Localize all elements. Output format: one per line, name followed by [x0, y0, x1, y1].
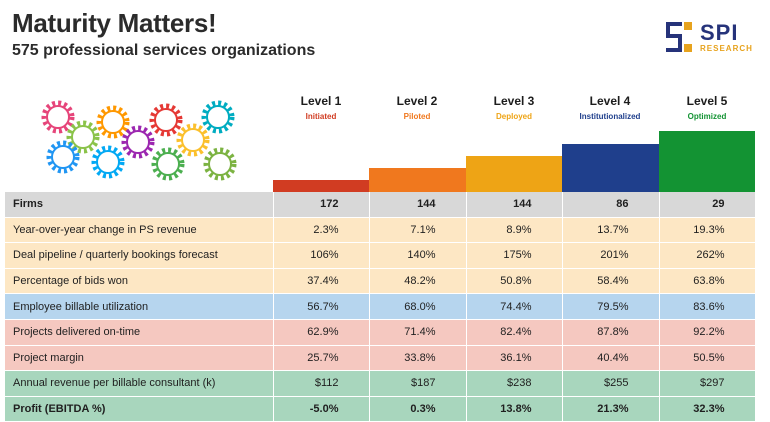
table-row-deal-pipeline: Deal pipeline / quarterly bookings forec…: [5, 242, 756, 269]
cell-level-3: 74.4%: [466, 293, 563, 320]
cell-level-2: 71.4%: [369, 319, 467, 346]
maturity-table: Firms 172 144 144 86 29 Year-over-year c…: [5, 192, 756, 422]
cell-level-1: 62.9%: [273, 319, 370, 346]
level-2-sub: Piloted: [403, 112, 431, 121]
cell-level-4: 13.7%: [562, 217, 660, 244]
cell-level-2: 140%: [369, 242, 467, 269]
cell-level-2: 33.8%: [369, 345, 467, 372]
table-row-utilization: Employee billable utilization 56.7% 68.0…: [5, 293, 756, 320]
cell-level-3: $238: [466, 370, 563, 397]
cell-level-5: 29: [659, 192, 756, 218]
level-5-name: Level 5: [686, 94, 728, 108]
cell-level-4: 40.4%: [562, 345, 660, 372]
cell-level-1: 172: [273, 192, 370, 218]
row-label: Projects delivered on-time: [5, 319, 274, 346]
table-row-revenue-per-consultant: Annual revenue per billable consultant (…: [5, 370, 756, 397]
row-label: Profit (EBITDA %): [5, 396, 274, 422]
cell-level-2: 0.3%: [369, 396, 467, 422]
cell-level-5: 92.2%: [659, 319, 756, 346]
cell-level-3: 50.8%: [466, 268, 563, 295]
level-3-step: [466, 156, 562, 192]
table-row-on-time: Projects delivered on-time 62.9% 71.4% 8…: [5, 319, 756, 346]
cell-level-4: 79.5%: [562, 293, 660, 320]
cell-level-2: 68.0%: [369, 293, 467, 320]
table-row-bids-won: Percentage of bids won 37.4% 48.2% 50.8%…: [5, 268, 756, 295]
cell-level-5: 50.5%: [659, 345, 756, 372]
level-5-header: Level 5 Optimized: [659, 94, 755, 121]
cell-level-3: 82.4%: [466, 319, 563, 346]
level-3-header: Level 3 Deployed: [466, 94, 562, 121]
cell-level-3: 8.9%: [466, 217, 563, 244]
row-label: Percentage of bids won: [5, 268, 274, 295]
cell-level-2: 7.1%: [369, 217, 467, 244]
cell-level-5: 83.6%: [659, 293, 756, 320]
table-row-firms: Firms 172 144 144 86 29: [5, 192, 756, 218]
cell-level-4: 86: [562, 192, 660, 218]
level-4-header: Level 4 Institutionalized: [562, 94, 658, 121]
cell-level-4: 201%: [562, 242, 660, 269]
level-4-step: [562, 144, 659, 192]
level-2-name: Level 2: [396, 94, 438, 108]
cell-level-3: 13.8%: [466, 396, 563, 422]
level-1-step: [273, 180, 369, 192]
level-1-name: Level 1: [300, 94, 342, 108]
table-row-project-margin: Project margin 25.7% 33.8% 36.1% 40.4% 5…: [5, 345, 756, 372]
cell-level-5: 19.3%: [659, 217, 756, 244]
page-subtitle: 575 professional services organizations: [12, 42, 316, 59]
level-2-step: [369, 168, 466, 192]
cell-level-5: $297: [659, 370, 756, 397]
cell-level-1: 2.3%: [273, 217, 370, 244]
level-3-sub: Deployed: [495, 112, 532, 121]
cell-level-4: 21.3%: [562, 396, 660, 422]
cell-level-1: -5.0%: [273, 396, 370, 422]
table-row-profit: Profit (EBITDA %) -5.0% 0.3% 13.8% 21.3%…: [5, 396, 756, 422]
row-label: Deal pipeline / quarterly bookings forec…: [5, 242, 274, 269]
cell-level-2: 48.2%: [369, 268, 467, 295]
row-label: Year-over-year change in PS revenue: [5, 217, 274, 244]
cell-level-3: 36.1%: [466, 345, 563, 372]
level-4-name: Level 4: [589, 94, 631, 108]
level-1-header: Level 1 Initiated: [273, 94, 369, 121]
page-title: Maturity Matters!: [12, 8, 217, 38]
cell-level-5: 262%: [659, 242, 756, 269]
cell-level-5: 63.8%: [659, 268, 756, 295]
cell-level-3: 175%: [466, 242, 563, 269]
spi-logo-icon: [666, 22, 692, 52]
cell-level-2: $187: [369, 370, 467, 397]
spi-research-logo: SPI RESEARCH: [664, 20, 764, 60]
row-label: Annual revenue per billable consultant (…: [5, 370, 274, 397]
cell-level-1: 106%: [273, 242, 370, 269]
level-3-name: Level 3: [493, 94, 535, 108]
cell-level-4: $255: [562, 370, 660, 397]
row-label: Employee billable utilization: [5, 293, 274, 320]
cell-level-1: 56.7%: [273, 293, 370, 320]
cell-level-4: 58.4%: [562, 268, 660, 295]
row-label: Project margin: [5, 345, 274, 372]
table-row-revenue-change: Year-over-year change in PS revenue 2.3%…: [5, 217, 756, 244]
cell-level-2: 144: [369, 192, 467, 218]
cell-level-4: 87.8%: [562, 319, 660, 346]
level-2-header: Level 2 Piloted: [369, 94, 465, 121]
level-5-sub: Optimized: [687, 112, 727, 121]
logo-name: SPI: [700, 20, 739, 45]
cell-level-3: 144: [466, 192, 563, 218]
row-label: Firms: [5, 192, 274, 218]
cell-level-1: 25.7%: [273, 345, 370, 372]
cell-level-1: 37.4%: [273, 268, 370, 295]
level-1-sub: Initiated: [305, 112, 337, 121]
cell-level-1: $112: [273, 370, 370, 397]
level-4-sub: Institutionalized: [579, 112, 641, 121]
level-5-step: [659, 131, 755, 192]
gears-cluster-icon: [38, 92, 238, 192]
logo-subtitle: RESEARCH: [700, 44, 753, 53]
cell-level-5: 32.3%: [659, 396, 756, 422]
